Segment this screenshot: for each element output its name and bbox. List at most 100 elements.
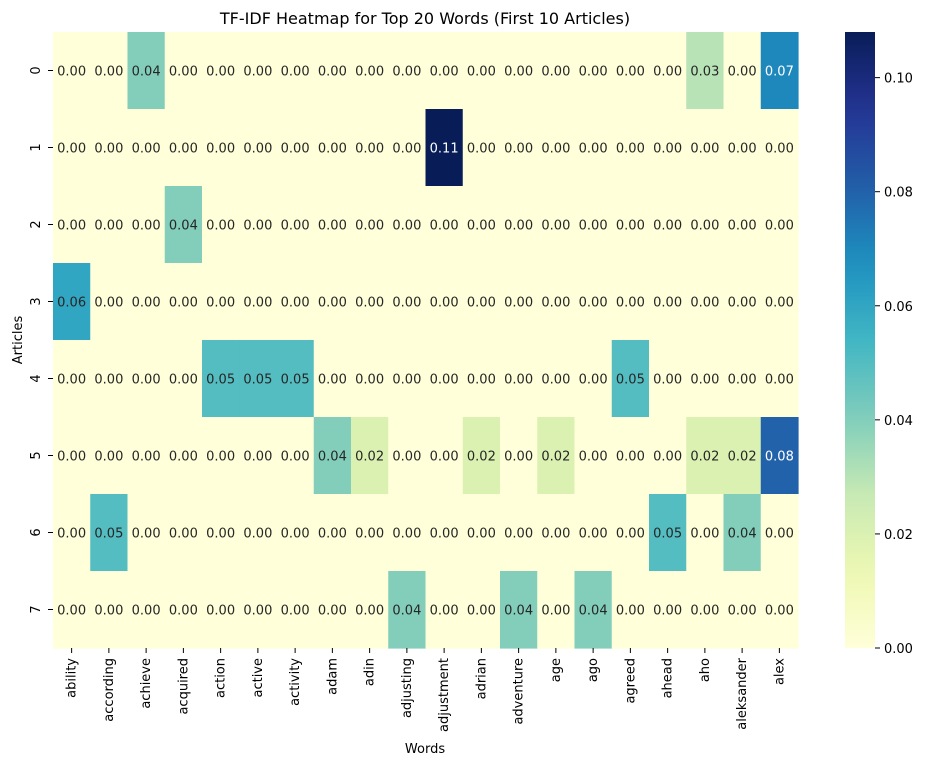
cell-value-label: 0.00 (169, 142, 198, 157)
heatmap-cell (574, 571, 613, 649)
cell-value-label: 0.05 (94, 527, 123, 542)
heatmap-cell (127, 417, 166, 495)
cell-value-label: 0.07 (765, 65, 794, 80)
x-axis-ticks: ability according achieve acquired action act… (65, 648, 787, 732)
heatmap-cell (239, 32, 278, 110)
cell-value-label: 0.00 (57, 219, 86, 234)
cell-value-label: 0.00 (169, 373, 198, 388)
heatmap-cell (425, 571, 464, 649)
cell-value-label: 0.00 (430, 604, 459, 619)
heatmap-cell (127, 109, 166, 187)
cell-value-label: 0.00 (318, 604, 347, 619)
heatmap-cell (537, 186, 576, 264)
heatmap-cell (500, 340, 538, 418)
cell-value-label: 0.00 (57, 142, 86, 157)
x-tick-label: activity (288, 658, 303, 706)
cell-value-label: 0.00 (765, 296, 794, 311)
heatmap-cell (537, 494, 576, 572)
x-axis-label: Words (405, 742, 445, 757)
cell-value-label: 0.00 (355, 296, 384, 311)
heatmap-cell (239, 494, 278, 572)
cell-value-label: 0.00 (579, 296, 608, 311)
cell-value-label: 0.00 (392, 373, 421, 388)
cell-value-label: 0.02 (467, 450, 496, 465)
cell-value-label: 0.00 (467, 65, 496, 80)
heatmap-cell (202, 109, 240, 187)
heatmap-cell (53, 417, 91, 495)
heatmap-cell (202, 263, 240, 341)
heatmap-cell (574, 340, 613, 418)
heatmap-cell (164, 571, 203, 649)
heatmap-cell (574, 109, 613, 187)
cell-value-label: 0.00 (94, 450, 123, 465)
cell-value-label: 0.00 (690, 373, 719, 388)
heatmap-cell (500, 109, 538, 187)
heatmap-cell (500, 571, 538, 649)
heatmap-cell (760, 571, 799, 649)
heatmap-cell (686, 263, 725, 341)
cell-value-label: 0.00 (579, 219, 608, 234)
cell-value-label: 0.00 (653, 450, 682, 465)
heatmap-cell (164, 417, 203, 495)
cell-value-label: 0.00 (690, 527, 719, 542)
cell-value-label: 0.00 (57, 604, 86, 619)
y-tick-label: 6 (29, 528, 44, 536)
x-tick-label: adam (325, 658, 340, 695)
cell-value-label: 0.00 (728, 604, 757, 619)
cell-value-label: 0.00 (243, 142, 272, 157)
heatmap-cell (90, 417, 129, 495)
heatmap-cell (313, 417, 352, 495)
heatmap-cell (537, 263, 576, 341)
x-tick-label: adrian (474, 658, 489, 699)
cell-value-label: 0.04 (392, 604, 421, 619)
cell-value-label: 0.00 (392, 219, 421, 234)
x-tick-label: age (549, 658, 564, 682)
heatmap-cell (649, 32, 687, 110)
y-axis-ticks: 0 1 2 3 4 5 6 7 (29, 66, 53, 614)
cell-value-label: 0.00 (355, 373, 384, 388)
cell-value-label: 0.00 (765, 142, 794, 157)
colorbar-ticks: 0.00 0.02 0.04 0.06 0.08 0.10 (875, 72, 913, 657)
heatmap-cell (649, 109, 687, 187)
x-tick-label: aleksander (735, 657, 750, 729)
x-tick-label: acquired (176, 658, 191, 715)
cell-value-label: 0.00 (132, 604, 161, 619)
heatmap-cell (202, 32, 240, 110)
heatmap-cell (313, 109, 352, 187)
cell-value-label: 0.05 (653, 527, 682, 542)
heatmap-cell (351, 494, 389, 572)
heatmap-cell (686, 417, 725, 495)
cell-value-label: 0.00 (206, 296, 235, 311)
cell-value-label: 0.00 (690, 219, 719, 234)
cell-value-label: 0.00 (430, 373, 459, 388)
cell-value-label: 0.00 (355, 142, 384, 157)
cell-value-label: 0.00 (728, 296, 757, 311)
heatmap-cell (760, 494, 799, 572)
cell-value-label: 0.00 (467, 604, 496, 619)
x-tick-label: adin (363, 658, 378, 686)
cell-value-label: 0.00 (206, 219, 235, 234)
cell-value-label: 0.00 (132, 373, 161, 388)
y-tick-label: 5 (29, 451, 44, 459)
heatmap-cell (537, 340, 576, 418)
cell-value-label: 0.00 (467, 373, 496, 388)
cell-value-label: 0.00 (504, 219, 533, 234)
cell-value-label: 0.00 (430, 219, 459, 234)
cell-value-label: 0.04 (728, 527, 757, 542)
heatmap-cell (276, 186, 315, 264)
heatmap-cell (164, 494, 203, 572)
heatmap-cell (462, 186, 501, 264)
cell-value-label: 0.00 (765, 527, 794, 542)
cell-value-label: 0.00 (243, 527, 272, 542)
heatmap-cell (351, 186, 389, 264)
cell-value-label: 0.00 (690, 604, 719, 619)
cell-value-label: 0.00 (653, 604, 682, 619)
cell-value-label: 0.00 (504, 142, 533, 157)
heatmap-cell (127, 263, 166, 341)
heatmap-cell (462, 32, 501, 110)
heatmap-cell (686, 340, 725, 418)
heatmap-cell (164, 186, 203, 264)
cell-value-label: 0.00 (579, 373, 608, 388)
cell-value-label: 0.00 (541, 296, 570, 311)
